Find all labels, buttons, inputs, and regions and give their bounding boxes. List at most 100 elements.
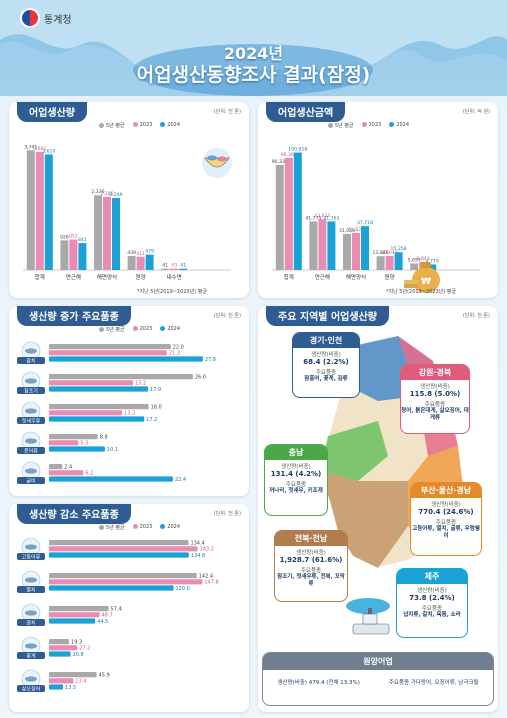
data-label: 3,691 bbox=[33, 146, 46, 152]
bar-해면양식-2024 bbox=[112, 198, 120, 270]
bar-원양-2023 bbox=[136, 256, 145, 270]
bar-합계-2023 bbox=[35, 151, 44, 270]
legend-2024: 2024 bbox=[389, 122, 409, 129]
bar-연근해-2024 bbox=[327, 221, 336, 270]
legend: 5년 평균 2023 2024 bbox=[99, 122, 180, 129]
legend-avg: 5년 평균 bbox=[99, 326, 125, 333]
bar-굴비-2024 bbox=[49, 476, 173, 482]
data-label: 18.0 bbox=[151, 404, 162, 410]
data-label: 17.9 bbox=[150, 387, 161, 393]
legend-avg: 5년 평균 bbox=[99, 122, 125, 129]
bar-참조기-2024 bbox=[49, 386, 149, 392]
category-label: 원양 bbox=[136, 273, 146, 281]
data-label: 20.8 bbox=[73, 652, 84, 658]
data-label: 90,335 bbox=[272, 159, 288, 165]
bar-해면양식-2023 bbox=[103, 196, 111, 270]
data-label: 57.4 bbox=[111, 606, 122, 612]
unit-label: (단위: 천 톤) bbox=[213, 511, 241, 517]
panel-value: 어업생산금액 (단위: 억 원) 5년 평균 2023 2024 90,335 9… bbox=[258, 102, 498, 298]
region-gyeonggi-incheon: 경기·인천 생산량(비중) 68.4 (2.2%) 주요품종 참홍어, 꽃게, … bbox=[292, 332, 360, 398]
category-label: 젓새우류 bbox=[22, 418, 41, 425]
bar-살오징어-5년 평균 bbox=[49, 672, 97, 678]
data-label: 27.8 bbox=[205, 357, 216, 363]
panel-title: 주요 지역별 어업생산량 bbox=[266, 306, 389, 326]
data-label: 41 bbox=[180, 263, 186, 269]
bar-연근해-5년 평균 bbox=[309, 221, 318, 270]
data-label: 841 bbox=[78, 237, 87, 243]
legend-avg: 5년 평균 bbox=[328, 122, 354, 129]
data-label: 41,775 bbox=[305, 215, 321, 221]
data-label: 147.8 bbox=[204, 580, 218, 586]
title-year: 2024년 bbox=[223, 44, 284, 63]
bar-합계-5년 평균 bbox=[275, 164, 284, 270]
bar-굴비-2023 bbox=[49, 470, 84, 476]
species-tag bbox=[17, 357, 45, 364]
category-label: 해면양식 bbox=[346, 273, 366, 281]
legend-2023: 2023 bbox=[132, 524, 152, 531]
category-label: 원양 bbox=[385, 273, 395, 281]
chart-increase: 참치 22.021.3 27.8 참조기 26.0 15.2 17.9 젓새우류 18.0 13.… bbox=[17, 341, 216, 485]
data-label: 13.5 bbox=[65, 685, 76, 691]
bar-젓새우류-2023 bbox=[49, 410, 123, 416]
data-label: 13.2 bbox=[124, 411, 135, 417]
data-label: 2,285 bbox=[100, 191, 113, 197]
distant-title: 원양어업 bbox=[263, 653, 493, 670]
species-tag bbox=[17, 387, 45, 394]
bar-갈치-5년 평균 bbox=[49, 606, 109, 612]
region-jeonbuk-jeonnam: 전북·전남 생산량(비중) 1,928.7 (61.6%) 주요품종 참조기, … bbox=[274, 530, 348, 602]
panel-regional: 주요 지역별 어업생산량 (단위: 천 톤) 경기·인천 생산량(비중) 68.… bbox=[258, 306, 498, 712]
bar-내수면-5년 평균 bbox=[161, 268, 170, 270]
species-tag bbox=[17, 447, 45, 454]
data-label: 22.0 bbox=[173, 344, 184, 350]
bar-꽃게-2023 bbox=[49, 645, 78, 651]
unit-label: (단위: 천 톤) bbox=[213, 109, 241, 115]
bar-젓새우류-5년 평균 bbox=[49, 404, 149, 410]
taegeuk-icon bbox=[20, 8, 40, 28]
category-label: 살오징어 bbox=[22, 686, 40, 693]
bar-원양-5년 평균 bbox=[376, 256, 385, 270]
bar-꽃게-2024 bbox=[49, 651, 71, 657]
fish-icon bbox=[25, 643, 37, 649]
bar-문어류-5년 평균 bbox=[49, 434, 98, 440]
legend: 5년 평균 2023 2024 bbox=[328, 122, 409, 129]
chart-note: *지난 5년(2019~2023년) 평균 bbox=[386, 289, 457, 295]
fish-icon bbox=[25, 438, 37, 444]
bar-고등어류-5년 평균 bbox=[49, 540, 189, 546]
bar-고등어류-2023 bbox=[49, 546, 198, 552]
data-label: 12,043 bbox=[382, 250, 398, 256]
category-label: 참조기 bbox=[24, 388, 38, 395]
data-label: 8.8 bbox=[100, 434, 108, 440]
svg-text:₩: ₩ bbox=[421, 277, 431, 287]
data-label: 5.3 bbox=[80, 441, 88, 447]
data-label: 926 bbox=[60, 234, 69, 240]
bar-문어류-2023 bbox=[49, 440, 79, 446]
legend-2024: 2024 bbox=[160, 326, 180, 333]
category-label: 고등어류 bbox=[22, 554, 41, 561]
wave-decoration bbox=[0, 0, 507, 96]
legend-avg: 5년 평균 bbox=[99, 524, 125, 531]
data-label: 43,651 bbox=[314, 213, 330, 219]
data-label: 3,741 bbox=[24, 144, 37, 150]
legend: 5년 평균 2023 2024 bbox=[99, 326, 180, 333]
fish-icon bbox=[25, 348, 37, 354]
title-main: 어업생산동향조사 결과(잠정) bbox=[136, 64, 371, 86]
data-label: 11,849 bbox=[373, 250, 389, 256]
data-label: 17.2 bbox=[146, 417, 157, 423]
species-tag bbox=[17, 652, 45, 659]
data-label: 37,718 bbox=[357, 220, 373, 226]
panel-increase: 생산량 증가 주요품종 (단위: 천 톤) 5년 평균 2023 2024 참치… bbox=[9, 306, 249, 496]
data-label: 134.8 bbox=[191, 553, 205, 559]
distant-value: 생산량(비중) 479.4 (전체 13.3%) bbox=[277, 680, 360, 686]
data-label: 6.2 bbox=[85, 471, 93, 477]
data-label: 43 bbox=[171, 263, 177, 269]
bar-연근해-2024 bbox=[78, 243, 87, 270]
category-label: 내수면 bbox=[167, 273, 182, 281]
category-label: 연근해 bbox=[66, 273, 81, 281]
bar-연근해-2023 bbox=[69, 239, 78, 270]
bar-참치-5년 평균 bbox=[49, 344, 171, 350]
species-tag bbox=[17, 685, 45, 692]
data-label: 21.3 bbox=[169, 351, 180, 357]
bar-합계-2024 bbox=[44, 154, 53, 270]
category-label: 굴비 bbox=[26, 478, 35, 485]
